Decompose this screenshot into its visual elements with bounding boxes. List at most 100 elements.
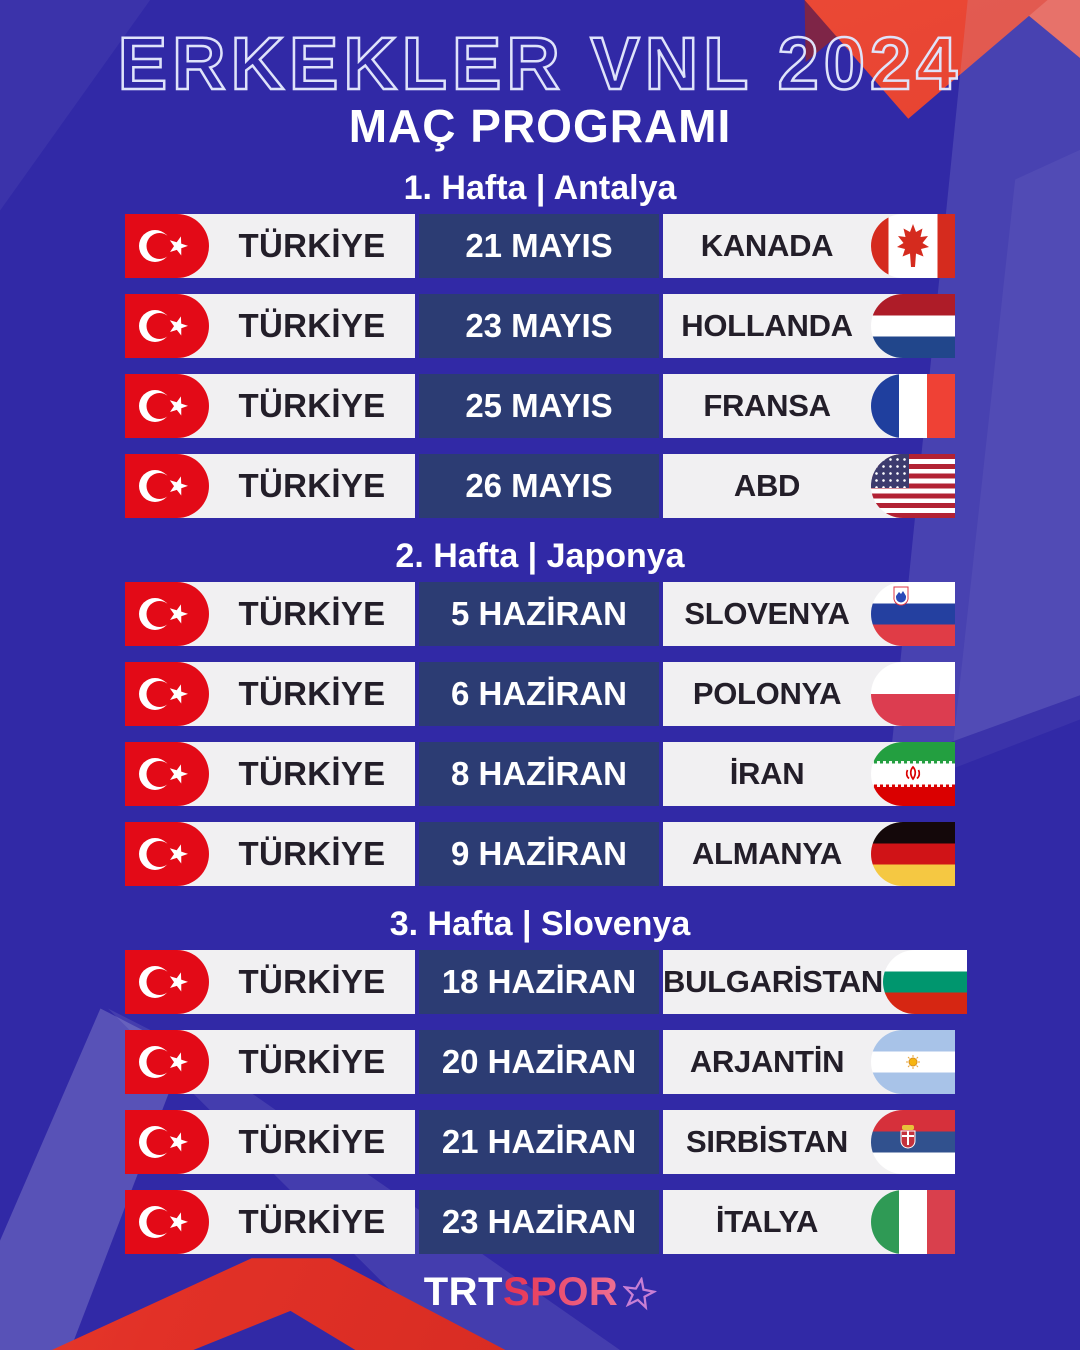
match-date-box: 20 HAZİRAN xyxy=(419,1030,659,1094)
week-rows: TÜRKİYE 21 MAYIS KANADA TÜRKİYE 2 xyxy=(0,214,1080,518)
turkiye-flag xyxy=(125,742,209,806)
away-team-box: FRANSA xyxy=(663,374,955,438)
match-date-box: 21 HAZİRAN xyxy=(419,1110,659,1174)
match-date-box: 23 MAYIS xyxy=(419,294,659,358)
away-team-box: İRAN xyxy=(663,742,955,806)
france-flag xyxy=(871,374,955,438)
away-team-box: ABD xyxy=(663,454,955,518)
match-date-box: 18 HAZİRAN xyxy=(419,950,659,1014)
away-team-name: KANADA xyxy=(700,228,834,263)
poland-flag xyxy=(871,662,955,726)
match-row: TÜRKİYE 25 MAYIS FRANSA xyxy=(125,374,955,438)
home-team-name: TÜRKİYE xyxy=(238,963,386,1000)
turkiye-flag xyxy=(125,950,209,1014)
iran-flag xyxy=(871,742,955,806)
home-team-name: TÜRKİYE xyxy=(238,1123,386,1160)
serbia-flag xyxy=(871,1110,955,1174)
match-row: TÜRKİYE 21 HAZİRAN SIRBİSTAN xyxy=(125,1110,955,1174)
week-section: 3. Hafta | Slovenya TÜRKİYE 18 HAZİRAN B… xyxy=(0,906,1080,1254)
home-team-name: TÜRKİYE xyxy=(238,227,386,264)
match-date-box: 6 HAZİRAN xyxy=(419,662,659,726)
week-heading: 2. Hafta | Japonya xyxy=(395,537,685,575)
bulgaria-flag xyxy=(883,950,967,1014)
match-row: TÜRKİYE 21 MAYIS KANADA xyxy=(125,214,955,278)
home-team-name: TÜRKİYE xyxy=(238,387,386,424)
match-date-box: 21 MAYIS xyxy=(419,214,659,278)
match-date: 18 HAZİRAN xyxy=(441,963,637,1000)
away-team-name: SIRBİSTAN xyxy=(685,1124,849,1159)
turkiye-flag xyxy=(125,454,209,518)
match-date-box: 26 MAYIS xyxy=(419,454,659,518)
turkiye-flag xyxy=(125,662,209,726)
away-team-box: SLOVENYA xyxy=(663,582,955,646)
turkiye-flag xyxy=(125,214,209,278)
home-team-name: TÜRKİYE xyxy=(238,307,386,344)
match-row: TÜRKİYE 9 HAZİRAN ALMANYA xyxy=(125,822,955,886)
away-team-name: ARJANTİN xyxy=(689,1044,845,1079)
match-date-box: 23 HAZİRAN xyxy=(419,1190,659,1254)
home-team-name: TÜRKİYE xyxy=(238,1203,386,1240)
week-heading: 1. Hafta | Antalya xyxy=(403,169,677,207)
away-team-name: POLONYA xyxy=(692,676,842,711)
match-row: TÜRKİYE 6 HAZİRAN POLONYA xyxy=(125,662,955,726)
match-date-box: 8 HAZİRAN xyxy=(419,742,659,806)
home-team-box: TÜRKİYE xyxy=(125,950,415,1014)
match-date: 20 HAZİRAN xyxy=(441,1043,637,1080)
match-date: 8 HAZİRAN xyxy=(450,755,627,792)
home-team-box: TÜRKİYE xyxy=(125,1190,415,1254)
home-team-box: TÜRKİYE xyxy=(125,1110,415,1174)
away-team-box: ALMANYA xyxy=(663,822,955,886)
match-row: TÜRKİYE 8 HAZİRAN İRAN xyxy=(125,742,955,806)
poster-content: ERKEKLER VNL 2024 MAÇ PROGRAMI 1. Hafta … xyxy=(0,22,1080,1315)
argentina-flag xyxy=(871,1030,955,1094)
away-team-box: KANADA xyxy=(663,214,955,278)
logo-spor-text: SPOR xyxy=(502,1270,619,1314)
match-date: 25 MAYIS xyxy=(465,387,613,424)
away-team-box: HOLLANDA xyxy=(663,294,955,358)
home-team-box: TÜRKİYE xyxy=(125,374,415,438)
week-section: 1. Hafta | Antalya TÜRKİYE 21 MAYIS KANA… xyxy=(0,170,1080,518)
match-date: 26 MAYIS xyxy=(465,467,613,504)
home-team-box: TÜRKİYE xyxy=(125,662,415,726)
away-team-name: ALMANYA xyxy=(691,836,843,871)
away-team-name: SLOVENYA xyxy=(684,596,850,631)
netherlands-flag xyxy=(871,294,955,358)
home-team-box: TÜRKİYE xyxy=(125,294,415,358)
home-team-name: TÜRKİYE xyxy=(238,835,386,872)
match-row: TÜRKİYE 5 HAZİRAN SLOVENYA xyxy=(125,582,955,646)
italy-flag xyxy=(871,1190,955,1254)
turkiye-flag xyxy=(125,1110,209,1174)
turkiye-flag xyxy=(125,294,209,358)
away-team-box: POLONYA xyxy=(663,662,955,726)
page-subtitle: MAÇ PROGRAMI xyxy=(348,100,732,152)
match-date: 23 MAYIS xyxy=(465,307,613,344)
home-team-name: TÜRKİYE xyxy=(238,675,386,712)
slovenia-flag xyxy=(871,582,955,646)
turkiye-flag xyxy=(125,1030,209,1094)
match-row: TÜRKİYE 23 MAYIS HOLLANDA xyxy=(125,294,955,358)
away-team-name: İTALYA xyxy=(715,1204,819,1239)
home-team-name: TÜRKİYE xyxy=(238,1043,386,1080)
match-date: 6 HAZİRAN xyxy=(450,675,627,712)
away-team-box: ARJANTİN xyxy=(663,1030,955,1094)
week-heading: 3. Hafta | Slovenya xyxy=(389,905,691,943)
trtspor-logo: TRT SPOR xyxy=(0,1270,1080,1315)
home-team-box: TÜRKİYE xyxy=(125,454,415,518)
turkiye-flag xyxy=(125,822,209,886)
match-row: TÜRKİYE 26 MAYIS ABD xyxy=(125,454,955,518)
home-team-box: TÜRKİYE xyxy=(125,822,415,886)
match-date: 5 HAZİRAN xyxy=(450,595,627,632)
match-row: TÜRKİYE 23 HAZİRAN İTALYA xyxy=(125,1190,955,1254)
logo-trt-text: TRT xyxy=(423,1270,503,1314)
away-team-box: SIRBİSTAN xyxy=(663,1110,955,1174)
away-team-name: BULGARİSTAN xyxy=(663,964,883,999)
home-team-name: TÜRKİYE xyxy=(238,595,386,632)
page-title: ERKEKLER VNL 2024 xyxy=(117,22,963,105)
home-team-name: TÜRKİYE xyxy=(238,467,386,504)
match-date: 21 HAZİRAN xyxy=(441,1123,637,1160)
away-team-box: BULGARİSTAN xyxy=(663,950,967,1014)
schedule: 1. Hafta | Antalya TÜRKİYE 21 MAYIS KANA… xyxy=(0,170,1080,1254)
match-row: TÜRKİYE 20 HAZİRAN ARJANTİN xyxy=(125,1030,955,1094)
poster-header: ERKEKLER VNL 2024 MAÇ PROGRAMI xyxy=(0,22,1080,152)
week-section: 2. Hafta | Japonya TÜRKİYE 5 HAZİRAN SLO… xyxy=(0,538,1080,886)
